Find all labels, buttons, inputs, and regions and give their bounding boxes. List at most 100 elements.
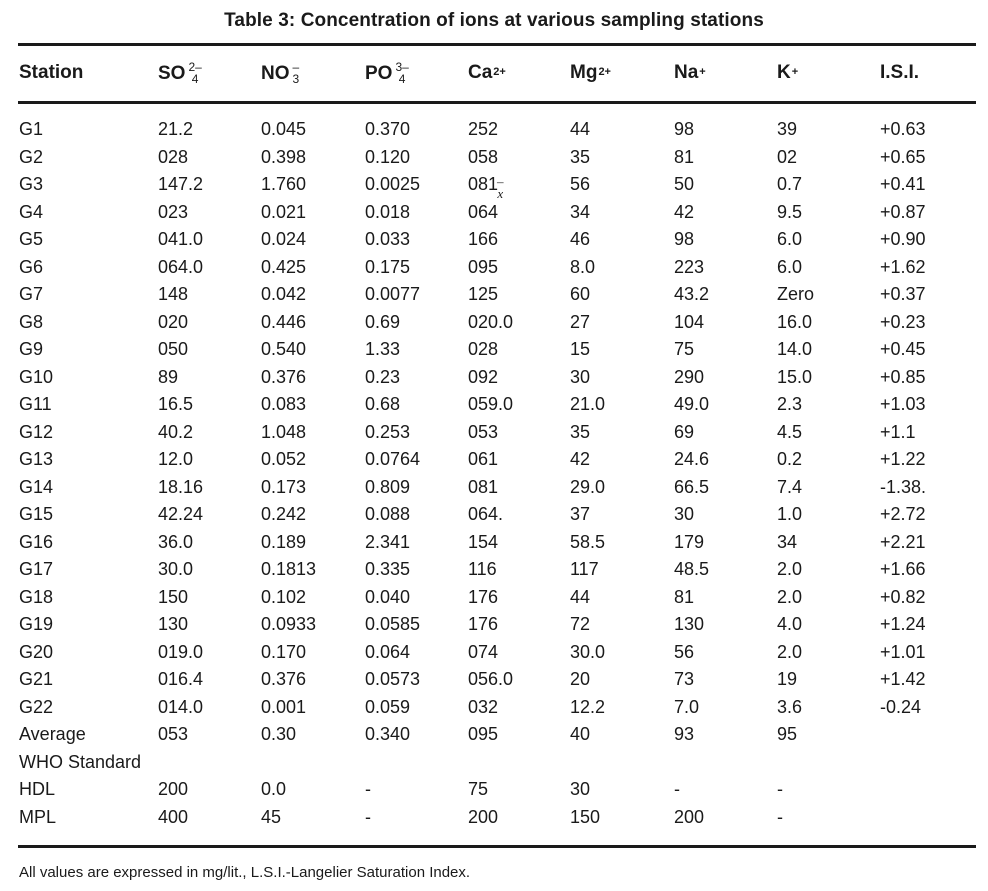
table-row: G17 30.0 0.1813 0.335 116 117 48.5 2.0 +1.66 [0, 559, 988, 586]
cell-calcium: 154 [468, 531, 499, 552]
cell-nitrate: 0.001 [261, 696, 307, 717]
header-sulfate-subscript: 4 [191, 72, 199, 86]
cell-station: G14 [19, 476, 54, 497]
cell-potassium: 19 [777, 669, 798, 689]
cell-phosphate: 0.809 [365, 476, 411, 497]
cell-phosphate: 0.0573 [365, 669, 421, 689]
cell-sodium: 130 [674, 614, 705, 634]
cell-calcium: 032 [468, 696, 499, 717]
cell-magnesium: 12.2 [570, 696, 606, 717]
cell-sodium: 93 [674, 724, 695, 744]
header-potassium: K+ [777, 62, 798, 84]
cell-magnesium: 27 [570, 311, 591, 332]
table-caption: Table 3: Concentration of ions at variou… [224, 10, 764, 31]
cell-potassium: 14.0 [777, 339, 813, 359]
table-row: G10 89 0.376 0.23 092 30 290 15.0 +0.85 [0, 367, 988, 394]
table-row: G20 019.0 0.170 0.064 074 30.0 56 2.0 +1.01 [0, 642, 988, 669]
cell-phosphate: 0.253 [365, 421, 411, 442]
cell-magnesium: 58.5 [570, 531, 606, 552]
cell-isi: +1.66 [880, 559, 926, 579]
cell-calcium: 176 [468, 614, 499, 634]
table-row: G4 023 0.021 0.018 064 34 42 9.5 +0.87 [0, 202, 988, 229]
cell-magnesium: 150 [570, 806, 601, 827]
cell-calcium: 020.0 [468, 311, 514, 332]
cell-potassium: 2.0 [777, 559, 803, 579]
table-row: G8 020 0.446 0.69 020.0 27 104 16.0 +0.23 [0, 312, 988, 339]
table-row: G3 147.2 1.760 0.0025 081 56 50 0.7 +0.41 [0, 174, 988, 201]
cell-phosphate: 0.0077 [365, 284, 421, 304]
cell-nitrate: 0.042 [261, 284, 307, 304]
table-row: G5 041.0 0.024 0.033 166 46 98 6.0 +0.90 [0, 229, 988, 256]
cell-nitrate: 0.0 [261, 779, 287, 799]
cell-nitrate: 45 [261, 806, 282, 827]
cell-calcium: 081 [468, 476, 499, 497]
cell-magnesium: 35 [570, 146, 591, 167]
table-row: WHO Standard [0, 752, 988, 779]
table-row: HDL 200 0.0 - 75 30 - - [0, 779, 988, 806]
header-phosphate-base: PO [365, 63, 393, 85]
cell-station: G12 [19, 421, 54, 442]
cell-sodium: - [674, 779, 680, 799]
cell-nitrate: 0.102 [261, 586, 307, 607]
top-rule [18, 43, 976, 46]
cell-phosphate: 0.370 [365, 119, 411, 139]
cell-nitrate: 0.0933 [261, 614, 317, 634]
stray-mark-top: – [497, 174, 504, 189]
cell-nitrate: 0.189 [261, 531, 307, 552]
cell-phosphate: 0.033 [365, 229, 411, 249]
cell-nitrate: 0.446 [261, 311, 307, 332]
cell-isi: -1.38. [880, 476, 927, 497]
cell-calcium: 064. [468, 504, 504, 524]
header-calcium-base: Ca [468, 62, 493, 83]
cell-isi: +0.85 [880, 366, 926, 387]
cell-sulfate: 050 [158, 339, 189, 359]
cell-nitrate: 0.1813 [261, 559, 317, 579]
header-sulfate: SO 2– 4 [158, 61, 202, 86]
cell-station: G22 [19, 696, 54, 717]
header-nitrate: NO –3 [261, 60, 300, 86]
cell-magnesium: 34 [570, 201, 591, 222]
cell-sodium: 223 [674, 256, 705, 277]
cell-potassium: 0.7 [777, 174, 803, 194]
cell-calcium: 176 [468, 586, 499, 607]
cell-sulfate: 053 [158, 724, 189, 744]
cell-magnesium: 72 [570, 614, 591, 634]
cell-phosphate: 2.341 [365, 531, 411, 552]
cell-station: WHO Standard [19, 751, 142, 772]
cell-sulfate: 16.5 [158, 394, 194, 414]
header-magnesium-charge: 2+ [598, 66, 611, 78]
cell-sulfate: 89 [158, 366, 179, 387]
cell-isi: +0.82 [880, 586, 926, 607]
cell-sodium: 75 [674, 339, 695, 359]
cell-isi: -0.24 [880, 696, 922, 717]
cell-isi: +1.24 [880, 614, 926, 634]
cell-sulfate: 130 [158, 614, 189, 634]
table-row: G18 150 0.102 0.040 176 44 81 2.0 +0.82 [0, 587, 988, 614]
cell-calcium: 116 [468, 559, 497, 579]
cell-sulfate: 014.0 [158, 696, 204, 717]
header-nitrate-charge: – [292, 60, 300, 74]
cell-sulfate: 028 [158, 146, 189, 167]
cell-potassium: 3.6 [777, 696, 803, 717]
header-sodium-charge: + [699, 66, 706, 78]
cell-potassium: 2.0 [777, 641, 803, 662]
cell-station: G8 [19, 311, 44, 332]
cell-station: G16 [19, 531, 54, 552]
cell-sulfate: 150 [158, 586, 189, 607]
header-magnesium: Mg2+ [570, 62, 611, 84]
cell-calcium: 200 [468, 806, 499, 827]
cell-sulfate: 064.0 [158, 256, 204, 277]
cell-isi: +1.01 [880, 641, 926, 662]
cell-phosphate: 0.120 [365, 146, 411, 167]
header-nitrate-subscript: 3 [292, 72, 300, 86]
cell-potassium: 6.0 [777, 256, 803, 277]
cell-sodium: 30 [674, 504, 695, 524]
table-row: G13 12.0 0.052 0.0764 061 42 24.6 0.2 +1.22 [0, 449, 988, 476]
cell-sulfate: 42.24 [158, 504, 204, 524]
cell-station: G11 [19, 394, 52, 414]
cell-phosphate: - [365, 779, 371, 799]
cell-isi: +1.22 [880, 449, 926, 469]
header-phosphate-subscript: 4 [398, 72, 406, 86]
cell-sulfate: 148 [158, 284, 189, 304]
cell-magnesium: 40 [570, 724, 591, 744]
